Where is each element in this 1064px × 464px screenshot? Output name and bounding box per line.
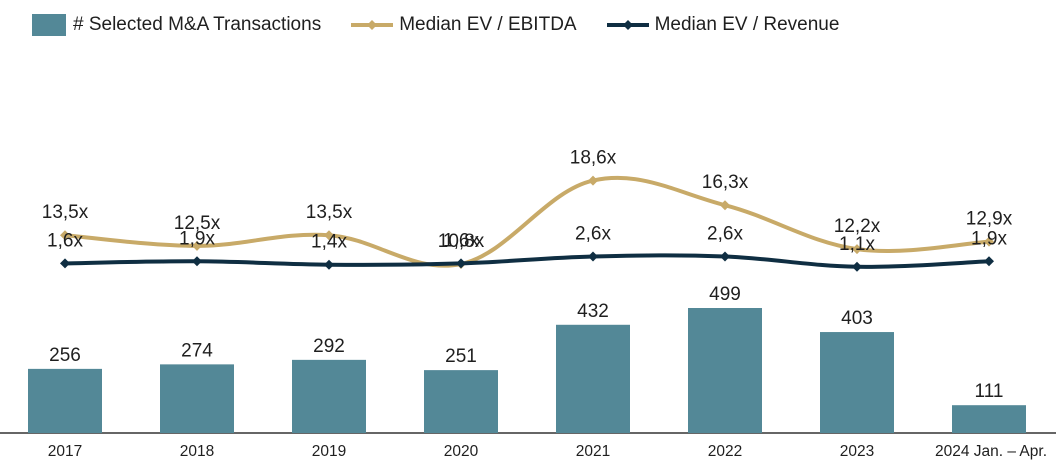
bar-2023 bbox=[820, 332, 894, 433]
revenue-marker-2022 bbox=[720, 251, 730, 262]
revenue-label-2017: 1,6x bbox=[47, 230, 83, 251]
revenue-label-2022: 2,6x bbox=[707, 224, 743, 245]
ebitda-marker-2019 bbox=[324, 230, 334, 241]
revenue-label-2018: 1,9x bbox=[179, 228, 215, 249]
x-tick-2017: 2017 bbox=[48, 443, 82, 460]
x-tick-2018: 2018 bbox=[180, 443, 214, 460]
ebitda-marker-2018 bbox=[192, 240, 202, 251]
revenue-line bbox=[64, 253, 990, 269]
ebitda-label-2019: 13,5x bbox=[306, 202, 353, 223]
ebitda-label-2022: 16,3x bbox=[702, 172, 749, 193]
legend-item-revenue: Median EV / Revenue bbox=[606, 14, 840, 36]
bar-label-2022: 499 bbox=[709, 284, 741, 305]
bar-2019 bbox=[292, 359, 366, 433]
bar-label-2023: 403 bbox=[841, 308, 873, 329]
ebitda-marker-2023 bbox=[852, 244, 862, 255]
ebitda-label-2023: 12,2x bbox=[834, 216, 881, 237]
bar-label-2017: 256 bbox=[49, 345, 81, 366]
revenue-label-2023: 1,1x bbox=[839, 234, 875, 255]
revenue-marker-2023 bbox=[852, 261, 862, 272]
ebitda-label-2021: 18,6x bbox=[570, 148, 617, 169]
chart-legend: # Selected M&A Transactions Median EV / … bbox=[0, 8, 839, 42]
ebitda-line bbox=[64, 175, 990, 268]
revenue-label-2019: 1,4x bbox=[311, 232, 347, 253]
ebitda-marker-2021 bbox=[588, 175, 598, 186]
x-tick-2021: 2021 bbox=[576, 443, 610, 460]
legend-swatch-transactions bbox=[32, 14, 66, 36]
x-tick-2022: 2022 bbox=[708, 443, 742, 460]
legend-item-ebitda: Median EV / EBITDA bbox=[351, 14, 577, 36]
bar-2024-jan-apr bbox=[952, 405, 1026, 433]
bar-label-2018: 274 bbox=[181, 340, 213, 361]
bar-label-2021: 432 bbox=[577, 301, 609, 322]
revenue-marker-2024-jan-apr bbox=[984, 256, 994, 267]
ebitda-label-2020: 10,8x bbox=[438, 231, 485, 252]
bar-2017 bbox=[28, 368, 102, 433]
bar-label-2019: 292 bbox=[313, 336, 345, 357]
bar-2022 bbox=[688, 308, 762, 433]
bar-2018 bbox=[160, 364, 234, 433]
revenue-marker-2017 bbox=[60, 258, 70, 269]
x-tick-2023: 2023 bbox=[840, 443, 874, 460]
bar-label-2020: 251 bbox=[445, 346, 477, 367]
x-tick-2024-jan-apr: 2024 Jan. – Apr. bbox=[935, 443, 1047, 460]
bar-label-2024-jan-apr: 111 bbox=[975, 381, 1004, 402]
revenue-marker-2019 bbox=[324, 259, 334, 270]
legend-label-ebitda: Median EV / EBITDA bbox=[399, 14, 577, 35]
legend-item-transactions: # Selected M&A Transactions bbox=[32, 14, 321, 36]
x-tick-2019: 2019 bbox=[312, 443, 346, 460]
revenue-label-2024-jan-apr: 1,9x bbox=[971, 228, 1007, 249]
ebitda-marker-2017 bbox=[60, 230, 70, 241]
ebitda-marker-2022 bbox=[720, 200, 730, 211]
revenue-label-2020: 1,6x bbox=[443, 230, 479, 251]
revenue-marker-2021 bbox=[588, 251, 598, 262]
ebitda-marker-2024-jan-apr bbox=[984, 236, 994, 247]
revenue-marker-2020 bbox=[456, 258, 466, 269]
bar-2020 bbox=[424, 370, 498, 433]
ebitda-label-2017: 13,5x bbox=[42, 202, 89, 223]
legend-swatch-ebitda bbox=[351, 20, 394, 30]
bar-2021 bbox=[556, 324, 630, 433]
ebitda-label-2018: 12,5x bbox=[174, 213, 221, 234]
legend-label-transactions: # Selected M&A Transactions bbox=[73, 14, 322, 35]
revenue-marker-2018 bbox=[192, 256, 202, 267]
legend-label-revenue: Median EV / Revenue bbox=[654, 14, 840, 35]
ebitda-label-2024-jan-apr: 12,9x bbox=[966, 209, 1013, 230]
revenue-label-2021: 2,6x bbox=[575, 224, 611, 245]
x-tick-2020: 2020 bbox=[444, 443, 479, 460]
legend-swatch-revenue bbox=[606, 20, 649, 30]
